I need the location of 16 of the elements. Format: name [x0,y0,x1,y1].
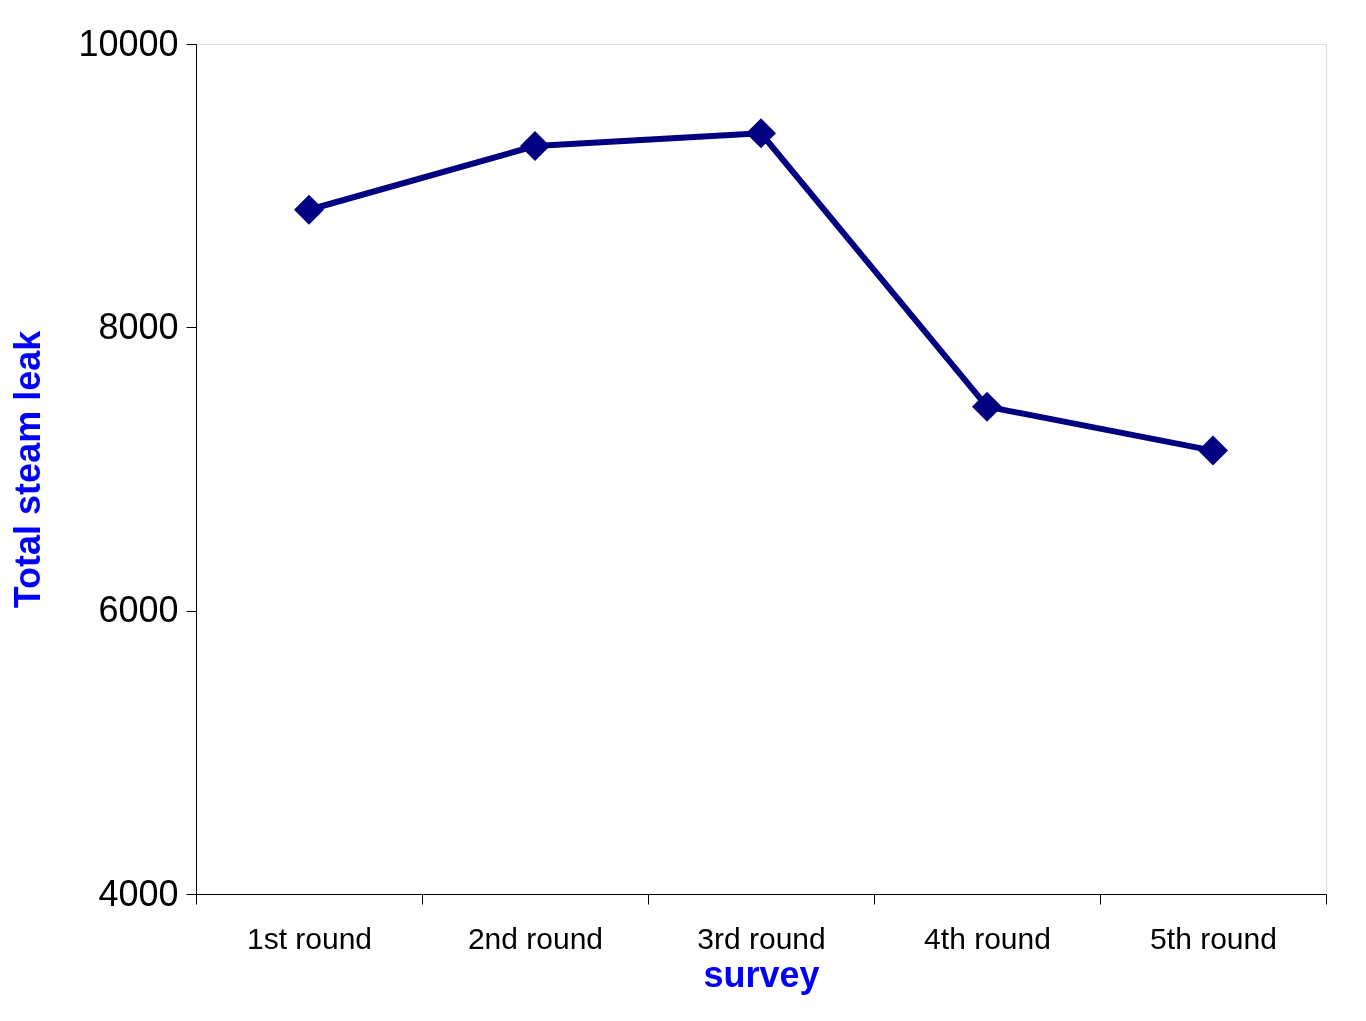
point [972,391,1002,422]
point [520,131,550,161]
point [294,194,324,225]
point [746,118,776,149]
y-tick-label: 10000 [78,22,179,64]
x-axis-title: survey [703,953,820,995]
x-tick-label: 4th round [924,921,1051,955]
x-tick-label: 2nd round [467,921,604,955]
y-tick-label: 6000 [98,589,179,631]
x-tick-label: 5th round [1150,921,1277,955]
point [1198,435,1228,466]
y-tick-label: 8000 [98,305,179,347]
x-tick-label: 1st round [246,921,373,955]
y-axis-title: Total steam leak [7,329,49,609]
y-tick-label: 4000 [98,872,179,914]
x-tick-label: 3rd round [697,921,826,955]
